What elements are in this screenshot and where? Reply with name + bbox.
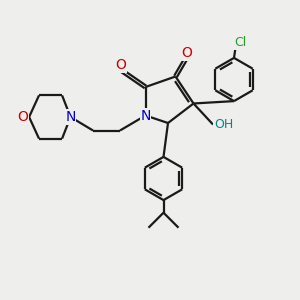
Text: O: O — [181, 46, 192, 60]
Text: Cl: Cl — [234, 36, 246, 50]
Text: N: N — [140, 109, 151, 122]
Text: N: N — [65, 110, 76, 124]
Text: OH: OH — [214, 118, 233, 131]
Text: O: O — [17, 110, 28, 124]
Text: O: O — [116, 58, 126, 72]
